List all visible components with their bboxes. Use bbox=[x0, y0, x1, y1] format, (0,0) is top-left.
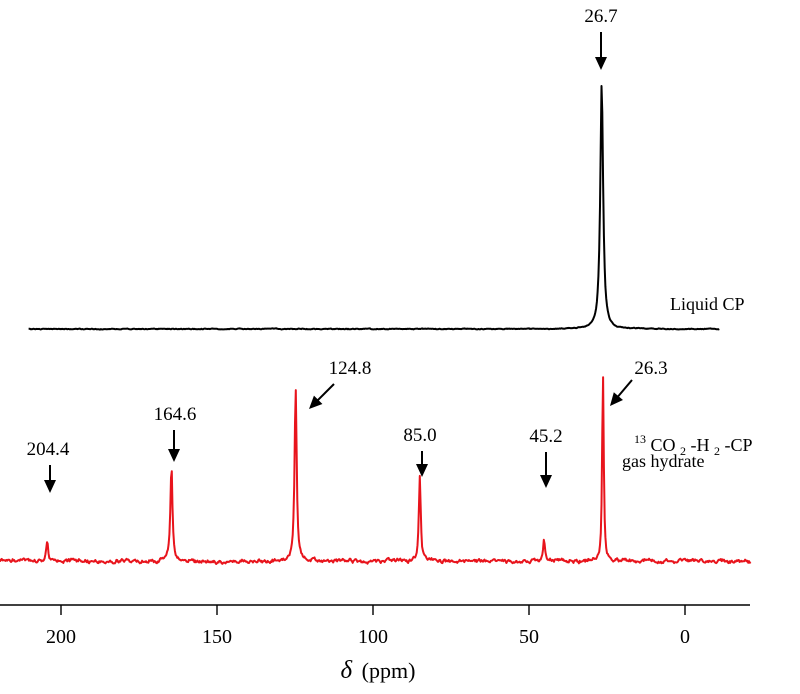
series-line-liquid-cp bbox=[28, 85, 720, 331]
arrow-head bbox=[44, 480, 56, 493]
series-label-hydrate-sup: 13 bbox=[634, 432, 646, 446]
arrow-head bbox=[595, 57, 607, 70]
x-axis-title: δ (ppm) bbox=[341, 657, 416, 684]
series-label-hydrate-h: -H bbox=[691, 435, 710, 455]
arrow-head bbox=[309, 395, 323, 409]
peak-annotation: 85.0 bbox=[403, 425, 437, 477]
arrow-head bbox=[540, 475, 552, 488]
peak-annotation: 204.4 bbox=[27, 439, 70, 493]
peak-label: 26.3 bbox=[634, 358, 667, 379]
peak-annotation: 26.3 bbox=[610, 358, 668, 406]
x-axis-unit: (ppm) bbox=[362, 658, 416, 683]
x-tick-label: 200 bbox=[46, 626, 76, 648]
x-tick-label: 150 bbox=[202, 626, 232, 648]
peak-label: 26.7 bbox=[584, 6, 617, 27]
peak-annotation: 164.6 bbox=[154, 404, 197, 462]
peak-annotations: 26.7 204.4 164.6 124.8 85.0 45.2 26.3 bbox=[27, 6, 668, 493]
series-label-hydrate-sub1: 2 bbox=[680, 444, 686, 458]
series-label-hydrate-sub2: 2 bbox=[714, 444, 720, 458]
peak-label: 204.4 bbox=[27, 439, 70, 460]
series-label-hydrate-co: CO bbox=[651, 435, 676, 455]
peak-annotation: 124.8 bbox=[309, 358, 371, 409]
arrow-head bbox=[416, 464, 428, 477]
series-label-hydrate-cp: -CP bbox=[725, 435, 753, 455]
x-tick-label: 100 bbox=[358, 626, 388, 648]
peak-label: 164.6 bbox=[154, 404, 197, 425]
peak-annotation: 45.2 bbox=[529, 426, 563, 488]
series-label-liquid-cp: Liquid CP bbox=[670, 294, 745, 314]
arrow-shaft bbox=[615, 379, 633, 400]
x-tick-label: 50 bbox=[519, 626, 539, 648]
x-tick-label: 0 bbox=[680, 626, 690, 648]
x-axis: 200 150 100 50 0 δ (ppm) bbox=[0, 604, 750, 684]
series-label-hydrate-line2: gas hydrate bbox=[622, 451, 704, 471]
peak-annotation: 26.7 bbox=[584, 6, 618, 70]
peak-label: 124.8 bbox=[329, 358, 372, 379]
spectra-group bbox=[0, 85, 752, 565]
peak-label: 45.2 bbox=[529, 426, 562, 447]
peak-label: 85.0 bbox=[403, 425, 436, 446]
arrow-head bbox=[610, 392, 623, 406]
series-label-hydrate: 13 CO 2 -H 2 -CP bbox=[634, 427, 753, 459]
arrow-shaft bbox=[315, 383, 335, 403]
x-axis-symbol: δ bbox=[341, 657, 353, 684]
arrow-head bbox=[168, 449, 180, 462]
x-axis-ticks: 200 150 100 50 0 bbox=[46, 605, 690, 648]
series-line-gas-hydrate bbox=[0, 376, 752, 565]
